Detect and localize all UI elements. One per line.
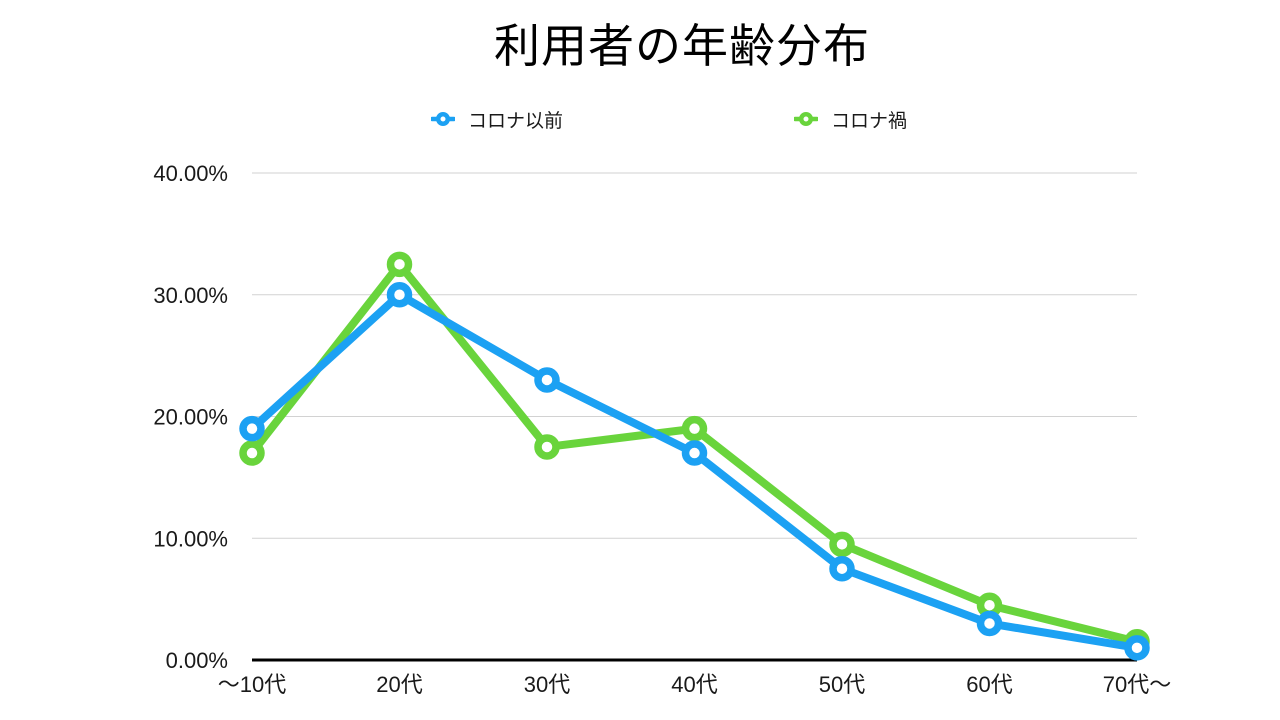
x-axis-tick-label: 70代〜 — [1103, 672, 1171, 697]
y-axis-tick-label: 30.00% — [153, 283, 228, 308]
series-line-pre-corona — [248, 290, 1141, 652]
data-point-marker-corona-period — [534, 434, 560, 460]
legend-item-corona-period: コロナ禍 — [794, 106, 907, 132]
data-point-marker-pre-corona — [386, 282, 413, 308]
data-point-marker-pre-corona — [534, 367, 560, 393]
x-axis-tick-label: 50代 — [819, 672, 865, 697]
data-point-marker-pre-corona — [681, 440, 708, 466]
y-axis-tick-label: 20.00% — [153, 405, 228, 430]
chart-title: 利用者の年齢分布 — [494, 20, 870, 72]
data-point-marker-corona-period — [681, 415, 708, 442]
y-axis-tick-label: 10.00% — [153, 526, 228, 551]
x-axis-tick-label: 〜10代 — [218, 672, 286, 697]
legend-label-corona-period: コロナ禍 — [831, 110, 908, 132]
data-point-marker-pre-corona — [1124, 635, 1150, 661]
data-point-marker-corona-period — [829, 531, 855, 558]
y-axis-tick-label: 0.00% — [166, 648, 228, 673]
line-marker-icon — [794, 112, 818, 126]
x-axis-tick-label: 60代 — [966, 672, 1012, 697]
data-point-marker-pre-corona — [976, 610, 1003, 637]
y-axis-tick-label: 40.00% — [153, 161, 228, 186]
x-axis-tick-label: 30代 — [524, 672, 570, 697]
legend-label-pre-corona: コロナ以前 — [468, 110, 564, 132]
x-axis-tick-label: 20代 — [376, 672, 422, 697]
data-point-marker-pre-corona — [239, 415, 265, 442]
x-axis-tick-label: 40代 — [671, 672, 717, 697]
line-marker-icon — [431, 112, 455, 126]
data-point-marker-pre-corona — [829, 555, 855, 582]
legend-item-pre-corona: コロナ以前 — [431, 106, 563, 132]
data-point-marker-corona-period — [386, 251, 413, 278]
data-point-marker-corona-period — [239, 440, 265, 466]
